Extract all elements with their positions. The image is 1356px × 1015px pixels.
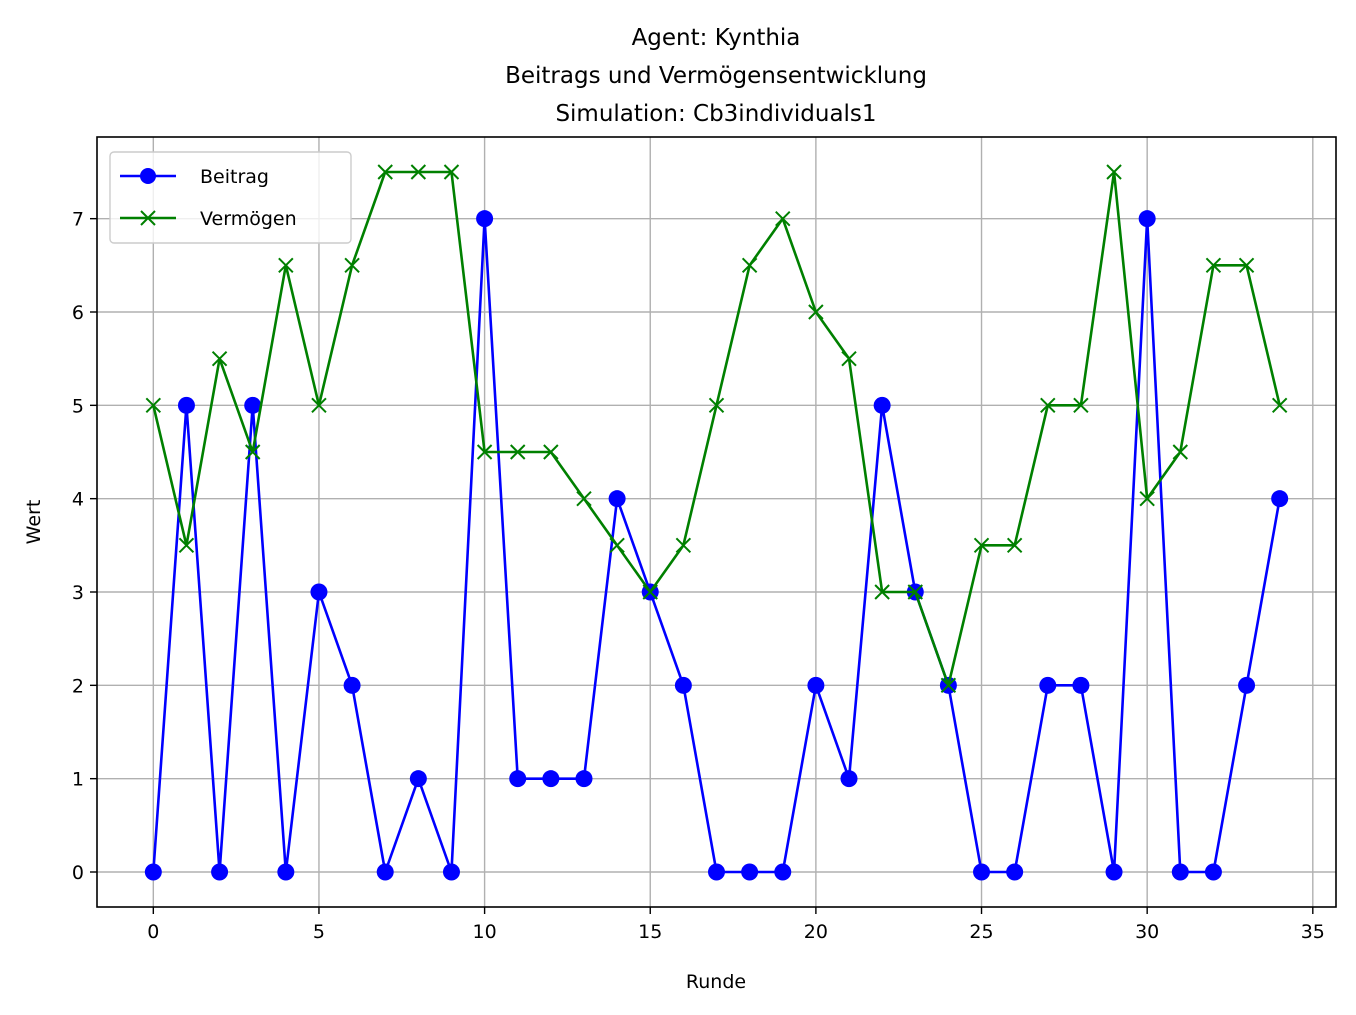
data-point-vermoegen (311, 397, 327, 414)
data-point-beitrag (708, 863, 725, 881)
x-tick-label: 10 (473, 921, 497, 943)
data-point-beitrag (409, 770, 427, 788)
legend-label-beitrag: Beitrag (200, 166, 269, 188)
x-tick-label: 25 (969, 921, 993, 943)
x-tick-label: 5 (313, 921, 325, 943)
y-tick-label: 7 (72, 209, 84, 231)
data-point-vermoegen (543, 444, 559, 460)
x-tick-label: 15 (638, 921, 662, 943)
y-tick-label: 0 (72, 862, 84, 884)
x-axis-label: Runde (686, 971, 746, 993)
data-point-beitrag (1271, 490, 1289, 508)
data-point-vermoegen (244, 444, 261, 460)
x-tick-label: 0 (147, 921, 159, 943)
data-point-beitrag (144, 863, 162, 881)
data-point-vermoegen (642, 584, 658, 600)
data-point-beitrag (840, 770, 858, 788)
chart-title-line-3: Simulation: Cb3individuals1 (555, 101, 876, 127)
data-point-vermoegen (874, 584, 890, 600)
data-point-beitrag (211, 863, 229, 881)
data-point-beitrag (177, 396, 195, 414)
data-point-vermoegen (476, 444, 493, 460)
data-point-vermoegen (377, 164, 393, 180)
data-point-beitrag (244, 396, 262, 414)
y-tick-label: 1 (72, 769, 84, 791)
y-axis-label: Wert (23, 500, 45, 545)
data-point-beitrag (674, 676, 692, 694)
data-point-vermoegen (1040, 397, 1056, 414)
data-point-vermoegen (775, 210, 791, 227)
series-layer (144, 164, 1289, 881)
legend-label-vermoegen: Vermögen (200, 208, 297, 230)
data-point-beitrag (542, 770, 560, 788)
data-point-vermoegen (1205, 257, 1222, 274)
data-point-beitrag (807, 676, 825, 694)
data-point-vermoegen (907, 584, 923, 600)
data-point-beitrag (1072, 676, 1090, 694)
data-point-beitrag (873, 396, 891, 414)
y-tick-label: 4 (72, 489, 84, 511)
data-point-vermoegen (211, 350, 228, 367)
data-point-beitrag (741, 863, 759, 881)
data-point-beitrag (608, 490, 626, 508)
chart-title-line-2: Beitrags und Vermögensentwicklung (505, 63, 927, 89)
plot-frame (96, 136, 1337, 908)
y-tick-label: 6 (72, 302, 84, 324)
data-point-beitrag (1204, 863, 1222, 881)
data-point-vermoegen (145, 397, 162, 414)
x-tick-label: 20 (804, 921, 828, 943)
data-point-vermoegen (1073, 397, 1089, 414)
ticks: 0 5 10 15 20 25 30 35 0 1 2 3 4 5 6 7 (72, 209, 1325, 943)
data-point-beitrag (1138, 210, 1156, 228)
legend: Beitrag Vermögen (109, 151, 352, 244)
y-tick-label: 5 (72, 395, 84, 417)
data-point-vermoegen (178, 537, 195, 554)
data-point-vermoegen (973, 537, 990, 554)
data-point-vermoegen (344, 257, 360, 274)
data-point-beitrag (476, 210, 494, 228)
data-point-beitrag (310, 583, 328, 601)
data-point-beitrag (277, 863, 295, 881)
data-point-beitrag (774, 863, 792, 881)
data-point-vermoegen (1139, 490, 1155, 507)
data-point-vermoegen (410, 164, 427, 180)
x-tick-label: 30 (1135, 921, 1159, 943)
legend-marker-vermoegen (140, 210, 156, 226)
data-point-vermoegen (741, 257, 758, 274)
data-point-vermoegen (1106, 164, 1122, 180)
series-vermoegen (145, 164, 1288, 694)
chart-title-line-1: Agent: Kynthia (632, 25, 801, 51)
data-point-beitrag (442, 863, 460, 881)
data-point-vermoegen (841, 350, 857, 367)
data-point-vermoegen (510, 444, 526, 460)
data-point-beitrag (1039, 676, 1057, 694)
data-point-beitrag (1171, 863, 1189, 881)
data-point-vermoegen (1271, 397, 1288, 414)
data-point-vermoegen (609, 537, 625, 554)
data-point-vermoegen (1172, 444, 1189, 460)
data-point-beitrag (1105, 863, 1123, 881)
data-point-vermoegen (1006, 537, 1023, 554)
data-point-beitrag (343, 676, 361, 694)
data-point-beitrag (509, 770, 527, 788)
data-point-vermoegen (675, 537, 692, 554)
data-point-vermoegen (443, 164, 460, 180)
data-point-vermoegen (940, 677, 957, 694)
data-point-beitrag (376, 863, 394, 881)
y-tick-label: 3 (72, 582, 84, 604)
data-point-beitrag (575, 770, 593, 788)
data-point-beitrag (973, 863, 991, 881)
data-point-beitrag (1006, 863, 1024, 881)
y-tick-label: 2 (72, 675, 84, 697)
data-point-vermoegen (708, 397, 725, 414)
data-point-vermoegen (808, 304, 824, 320)
legend-marker-beitrag (140, 168, 156, 184)
data-point-beitrag (1238, 676, 1256, 694)
x-tick-label: 35 (1301, 921, 1325, 943)
data-point-vermoegen (1238, 257, 1255, 274)
data-point-vermoegen (576, 490, 592, 507)
data-point-vermoegen (278, 257, 294, 274)
